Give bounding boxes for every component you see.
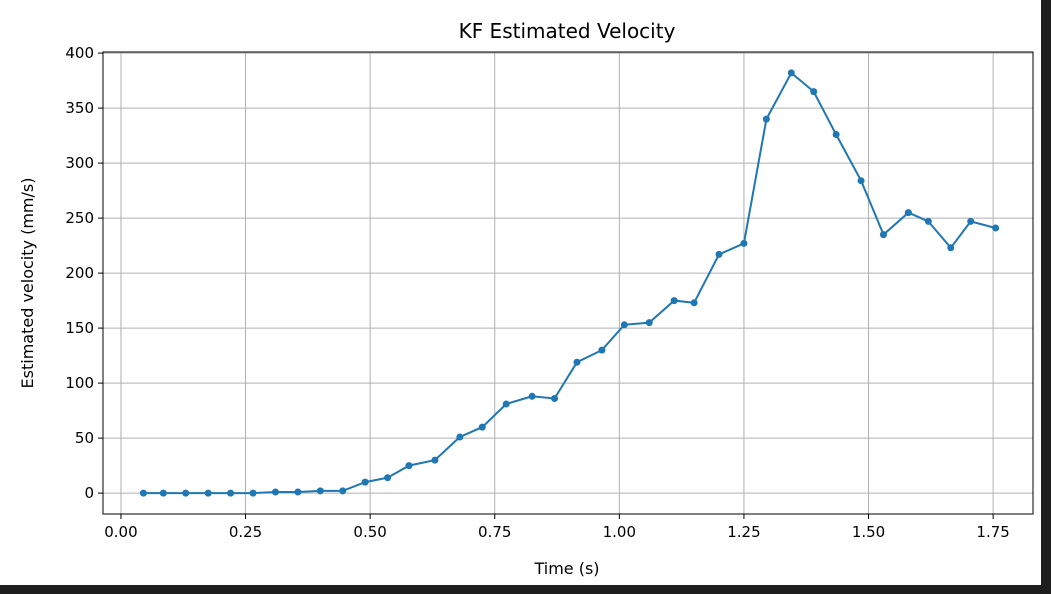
data-point bbox=[502, 400, 510, 408]
data-point bbox=[249, 489, 257, 497]
y-tick-label: 350 bbox=[65, 99, 94, 117]
x-tick-label: 1.75 bbox=[976, 523, 1009, 541]
y-axis-label: Estimated velocity (mm/s) bbox=[18, 178, 37, 389]
series-line bbox=[143, 71, 996, 495]
y-tick-label: 200 bbox=[65, 264, 94, 282]
y-tick-label: 50 bbox=[75, 429, 94, 447]
data-point bbox=[879, 231, 887, 239]
data-point bbox=[478, 423, 486, 431]
data-point bbox=[316, 487, 324, 495]
data-point bbox=[227, 489, 235, 497]
ticks: 0.00 0.25 0.50 0.75 1.00 1.25 1.50 1.75 0 50 100 15… bbox=[65, 44, 1009, 541]
y-tick-label: 400 bbox=[65, 44, 94, 62]
data-point bbox=[762, 115, 770, 123]
x-tick-label: 0.75 bbox=[478, 523, 511, 541]
y-tick-label: 150 bbox=[65, 319, 94, 337]
x-tick-label: 1.00 bbox=[603, 523, 636, 541]
data-point bbox=[139, 489, 147, 497]
data-point bbox=[204, 489, 212, 497]
data-point bbox=[159, 489, 167, 497]
x-tick-label: 0.00 bbox=[104, 523, 137, 541]
data-point bbox=[384, 474, 392, 482]
data-point bbox=[645, 319, 653, 327]
figure-background bbox=[0, 0, 1041, 585]
data-point bbox=[551, 395, 559, 402]
data-point bbox=[294, 488, 302, 496]
data-point bbox=[182, 489, 190, 497]
x-tick-label: 1.25 bbox=[727, 523, 760, 541]
data-point bbox=[967, 217, 975, 225]
x-tick-label: 0.50 bbox=[353, 523, 386, 541]
data-point bbox=[947, 244, 955, 252]
data-point bbox=[810, 88, 818, 96]
data-point bbox=[339, 487, 347, 495]
data-point bbox=[573, 358, 581, 366]
data-point bbox=[271, 488, 279, 496]
y-tick-label: 300 bbox=[65, 154, 94, 172]
data-point bbox=[832, 131, 840, 138]
data-point bbox=[740, 239, 748, 247]
data-point bbox=[598, 346, 606, 354]
data-point bbox=[857, 177, 865, 185]
data-point bbox=[456, 433, 464, 441]
axes-frame bbox=[102, 51, 1034, 515]
data-point bbox=[924, 217, 932, 225]
y-tick-label: 100 bbox=[65, 374, 94, 392]
data-point bbox=[690, 299, 698, 307]
data-point bbox=[992, 224, 1000, 232]
data-point bbox=[670, 297, 678, 305]
data-point bbox=[361, 478, 369, 486]
data-point bbox=[431, 456, 439, 464]
data-point bbox=[620, 321, 628, 329]
y-tick-label: 0 bbox=[84, 484, 94, 502]
data-point bbox=[405, 462, 413, 470]
data-point bbox=[904, 209, 912, 217]
y-tick-label: 250 bbox=[65, 209, 94, 227]
data-point bbox=[528, 392, 536, 400]
grid bbox=[103, 52, 1033, 514]
data-point bbox=[715, 250, 723, 258]
x-tick-label: 1.50 bbox=[852, 523, 885, 541]
x-axis-label: Time (s) bbox=[533, 559, 599, 578]
x-tick-label: 0.25 bbox=[229, 523, 262, 541]
chart-title: KF Estimated Velocity bbox=[459, 19, 676, 43]
series bbox=[139, 69, 1000, 497]
data-point bbox=[787, 69, 795, 77]
